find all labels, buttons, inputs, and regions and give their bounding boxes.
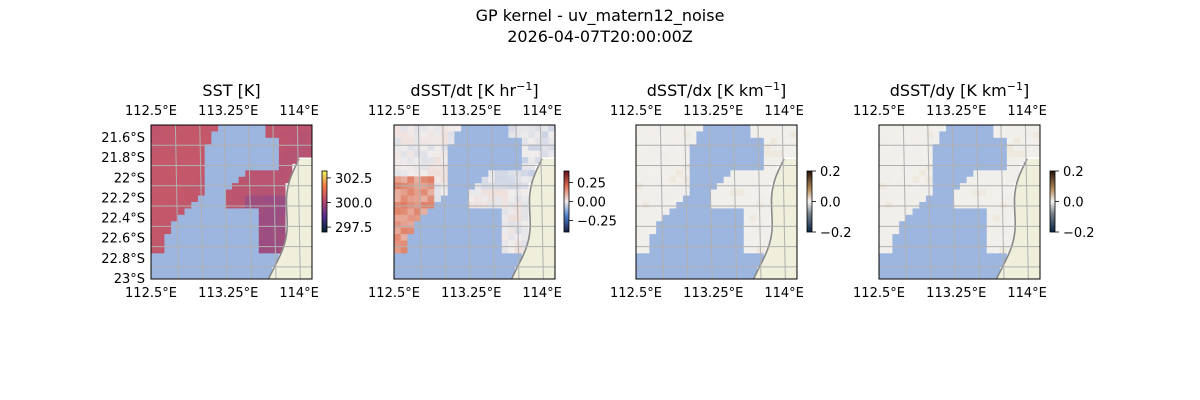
x-tick-label-bottom: 114°E (764, 286, 804, 301)
map-frame (878, 124, 1041, 280)
coastline (510, 158, 543, 279)
x-tick-label-bottom: 113.25°E (683, 286, 743, 301)
meridian-line (417, 125, 422, 279)
colorbar-tick-label: 0.0 (820, 196, 841, 211)
x-tick-label-top: 112.5°E (368, 104, 420, 119)
y-tick-label: 21.6°S (101, 131, 145, 146)
meridian-line (296, 125, 301, 279)
meridian-line (199, 125, 204, 279)
meridian-line (781, 125, 786, 279)
colorbar-tick-label: 0.00 (577, 196, 606, 211)
map-frame (393, 124, 556, 280)
map-panel-2: dSST/dt [K hr−1] 112.5°E 112.5°E 113.25°E 11… (368, 80, 617, 301)
x-tick-label-bottom: 112.5°E (125, 286, 177, 301)
x-tick-label-bottom: 113.25°E (441, 286, 501, 301)
y-tick-label: 22.4°S (101, 212, 145, 227)
colorbar (806, 170, 813, 233)
colorbar (1049, 170, 1056, 233)
colorbar-tick-label: 302.5 (335, 172, 372, 187)
panel-title: dSST/dy [K km−1] (890, 80, 1029, 100)
x-tick-label-top: 112.5°E (125, 104, 177, 119)
meridian-line (927, 125, 932, 279)
meridian-line (491, 125, 496, 279)
meridian-line (272, 125, 277, 279)
x-tick-label-top: 113.25°E (683, 104, 743, 119)
coastline (752, 158, 785, 279)
meridian-line (539, 125, 544, 279)
colorbar-tick-label: 0.25 (577, 176, 606, 191)
meridian-line (442, 125, 447, 279)
map-panel-3: dSST/dx [K km−1] 112.5°E 112.5°E 113.25°E 11… (610, 80, 852, 301)
x-tick-label-top: 112.5°E (853, 104, 905, 119)
x-tick-label-top: 114°E (764, 104, 804, 119)
meridian-line (223, 125, 228, 279)
y-tick-label: 23°S (114, 272, 145, 287)
meridian-line (515, 125, 520, 279)
meridian-line (248, 125, 253, 279)
meridian-line (174, 125, 179, 279)
meridian-line (757, 125, 762, 279)
map-panel-1: SST [K] 112.5°E 112.5°E 113.25°E 113.25°E 114… (101, 81, 372, 301)
x-tick-label-top: 113.25°E (926, 104, 986, 119)
meridian-line (1024, 125, 1029, 279)
meridian-line (659, 125, 664, 279)
y-tick-label: 21.8°S (101, 151, 145, 166)
colorbar-tick-label: 300.0 (335, 196, 372, 211)
figure-timestamp: 2026-04-07T20:00:00Z (507, 27, 693, 46)
panel-title: dSST/dx [K km−1] (647, 80, 786, 100)
land-mass (268, 158, 312, 279)
colorbar-tick-label: −0.2 (820, 226, 852, 241)
meridian-line (708, 125, 713, 279)
figure-title: GP kernel - uv_matern12_noise (475, 6, 725, 25)
x-tick-label-top: 114°E (522, 104, 562, 119)
colorbar-tick-label: 0.2 (820, 165, 841, 180)
colorbar (563, 170, 570, 233)
map-frame (150, 124, 313, 280)
colorbar (321, 170, 328, 233)
meridian-line (976, 125, 981, 279)
x-tick-label-top: 113.25°E (441, 104, 501, 119)
x-tick-label-bottom: 113.25°E (926, 286, 986, 301)
meridian-line (684, 125, 689, 279)
colorbar-tick-label: 297.5 (335, 221, 372, 236)
y-tick-label: 22.8°S (101, 252, 145, 267)
land-mass (753, 158, 797, 279)
colorbar-tick-label: 0.0 (1063, 196, 1084, 211)
meridian-line (733, 125, 738, 279)
x-tick-label-bottom: 112.5°E (853, 286, 905, 301)
x-tick-label-bottom: 114°E (279, 286, 319, 301)
meridian-line (466, 125, 471, 279)
meridian-line (902, 125, 907, 279)
x-tick-label-bottom: 112.5°E (610, 286, 662, 301)
x-tick-label-bottom: 114°E (522, 286, 562, 301)
colorbar-tick-label: 0.2 (1063, 165, 1084, 180)
panel-title: SST [K] (202, 81, 260, 100)
x-tick-label-bottom: 112.5°E (368, 286, 420, 301)
meridian-line (951, 125, 956, 279)
x-tick-label-top: 113.25°E (198, 104, 258, 119)
y-tick-label: 22°S (114, 171, 145, 186)
y-tick-label: 22.6°S (101, 232, 145, 247)
colorbar-tick-label: −0.2 (1063, 226, 1095, 241)
x-tick-label-top: 114°E (1007, 104, 1047, 119)
coastline (995, 158, 1028, 279)
x-tick-label-bottom: 114°E (1007, 286, 1047, 301)
colorbar-tick-label: −0.25 (577, 215, 617, 230)
coastline (267, 158, 300, 279)
x-tick-label-top: 112.5°E (610, 104, 662, 119)
land-mass (511, 158, 555, 279)
land-mass (996, 158, 1040, 279)
x-tick-label-top: 114°E (279, 104, 319, 119)
map-frame (635, 124, 798, 280)
x-tick-label-bottom: 113.25°E (198, 286, 258, 301)
panel-title: dSST/dt [K hr−1] (410, 80, 538, 100)
meridian-line (1000, 125, 1005, 279)
map-panel-4: dSST/dy [K km−1] 112.5°E 112.5°E 113.25°E 11… (853, 80, 1095, 301)
y-tick-label: 22.2°S (101, 191, 145, 206)
